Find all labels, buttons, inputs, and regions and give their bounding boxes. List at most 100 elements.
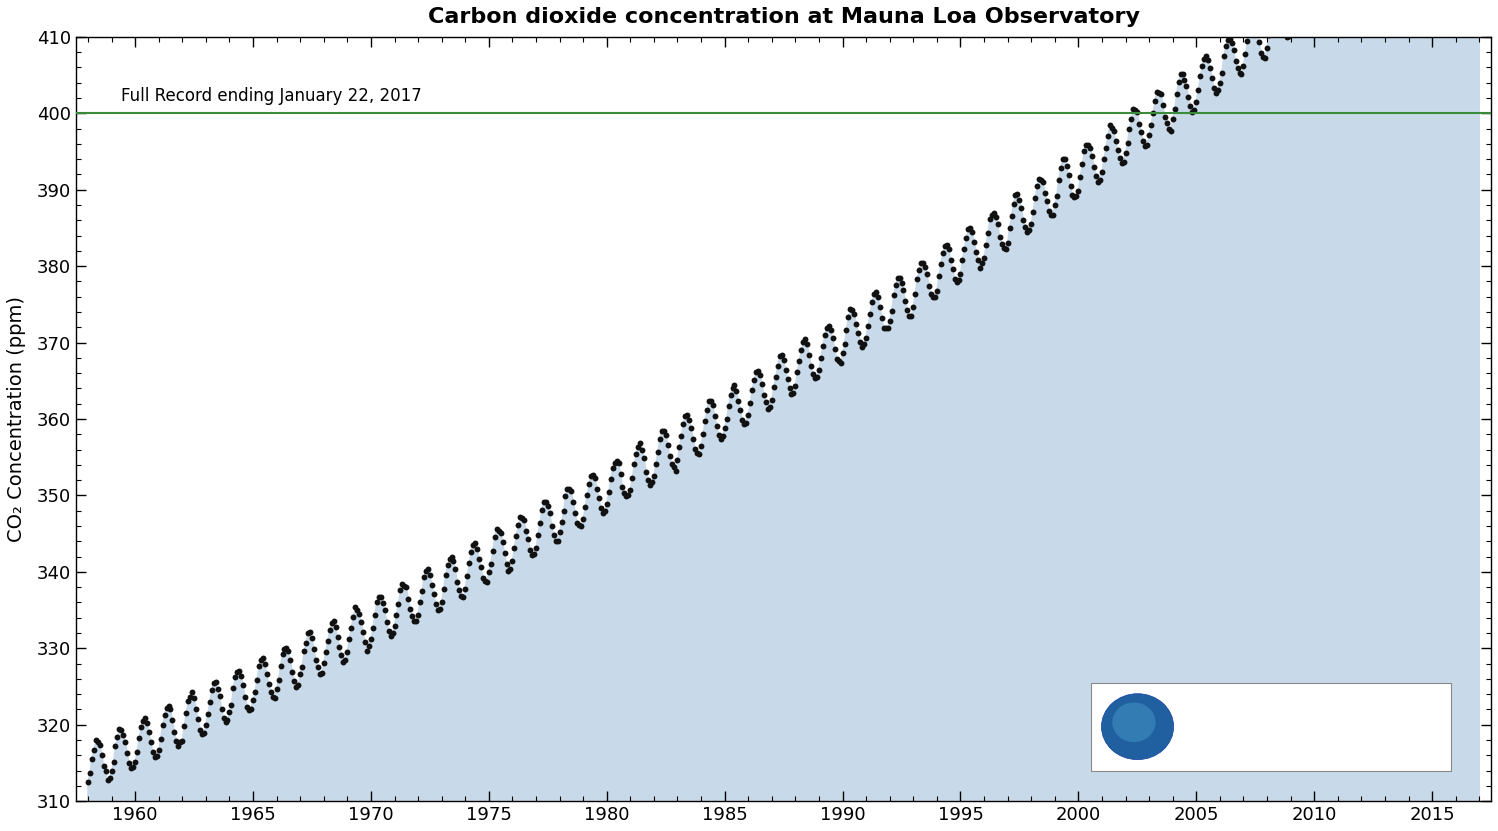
Point <box>1275 31 1299 44</box>
Point <box>833 337 857 351</box>
Point <box>971 257 995 270</box>
Point <box>1131 135 1155 148</box>
Point <box>725 385 749 398</box>
Point <box>1153 111 1177 124</box>
Point <box>791 336 815 349</box>
Point <box>903 287 927 300</box>
Point <box>1004 189 1028 202</box>
Point <box>130 715 154 728</box>
Point <box>121 760 145 774</box>
Point <box>716 399 740 412</box>
Point <box>659 457 683 470</box>
Point <box>348 607 372 621</box>
Point <box>753 396 777 409</box>
Point <box>694 415 718 428</box>
Point <box>400 609 424 622</box>
Point <box>924 284 948 297</box>
Point <box>180 686 204 699</box>
Point <box>789 343 813 356</box>
Point <box>710 430 734 443</box>
Point <box>798 359 822 372</box>
Point <box>803 371 827 385</box>
Point <box>376 624 400 637</box>
Point <box>909 256 933 269</box>
Point <box>897 310 921 323</box>
Point <box>82 743 106 756</box>
Point <box>972 251 996 264</box>
Point <box>1025 179 1049 193</box>
Point <box>764 370 788 383</box>
Point <box>756 402 780 416</box>
Point <box>1155 116 1179 130</box>
Point <box>222 681 246 695</box>
Point <box>1192 52 1216 66</box>
Point <box>1068 170 1092 184</box>
Point <box>357 639 380 652</box>
Point <box>249 653 273 666</box>
Point <box>998 221 1022 234</box>
Point <box>1138 118 1162 131</box>
Point <box>683 443 707 456</box>
Point <box>752 388 776 401</box>
Point <box>76 776 100 789</box>
Point <box>309 668 333 681</box>
Point <box>1251 51 1275 64</box>
Point <box>828 356 852 369</box>
Point <box>330 648 354 661</box>
Point <box>996 237 1020 250</box>
Point <box>1125 106 1149 119</box>
Point <box>1258 16 1282 29</box>
Point <box>506 519 530 532</box>
Point <box>99 764 123 777</box>
Point <box>418 568 442 582</box>
Point <box>620 471 644 484</box>
Point <box>1179 100 1203 113</box>
Point <box>1194 49 1218 62</box>
Point <box>953 242 977 255</box>
Point <box>1225 61 1249 75</box>
Point <box>102 755 126 769</box>
Point <box>1053 153 1077 166</box>
Point <box>1110 156 1134 170</box>
Point <box>336 646 360 659</box>
Point <box>771 353 795 366</box>
Point <box>1101 125 1125 138</box>
Point <box>157 700 181 713</box>
Point <box>530 504 554 517</box>
Point <box>512 514 536 527</box>
Point <box>382 619 406 632</box>
Point <box>310 666 334 680</box>
Point <box>319 617 343 630</box>
Point <box>596 486 620 499</box>
Point <box>1159 125 1183 138</box>
Point <box>1073 145 1097 158</box>
Point <box>436 558 460 572</box>
Point <box>505 529 529 543</box>
Point <box>695 404 719 417</box>
Point <box>959 221 983 234</box>
Point <box>172 719 196 732</box>
Point <box>1061 189 1085 202</box>
Point <box>765 359 789 372</box>
Point <box>556 482 580 495</box>
Point <box>306 661 330 674</box>
Point <box>662 460 686 474</box>
Point <box>1273 26 1297 39</box>
Point <box>401 614 425 627</box>
Point <box>103 740 127 753</box>
Point <box>1008 194 1032 207</box>
Point <box>88 739 112 752</box>
Point <box>974 238 998 252</box>
Point <box>303 642 327 656</box>
Point <box>1071 158 1095 171</box>
Point <box>682 432 706 445</box>
Point <box>1218 32 1242 46</box>
Point <box>548 525 572 538</box>
Point <box>688 447 712 460</box>
Point <box>211 711 235 725</box>
Point <box>559 484 583 498</box>
Point <box>852 337 876 351</box>
Point <box>273 642 297 656</box>
Point <box>785 366 809 379</box>
Point <box>473 574 497 588</box>
